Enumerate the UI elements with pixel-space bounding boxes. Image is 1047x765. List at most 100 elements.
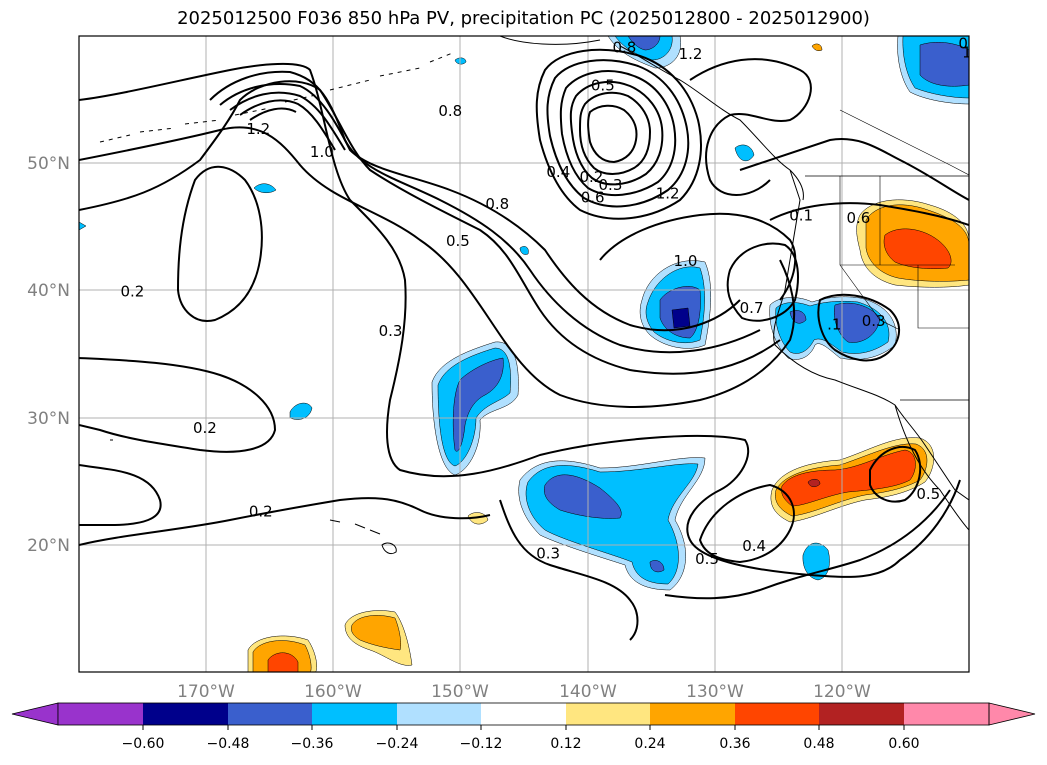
contour-label: 0.8 (438, 102, 462, 120)
alaska-canada-border (839, 109, 969, 176)
precip-negative-area (671, 307, 691, 329)
colorbar-tick-label: −0.48 (207, 736, 250, 752)
pv-contour (229, 91, 346, 151)
contour-label: 0.2 (193, 419, 217, 437)
precip-negative-area (253, 183, 277, 193)
pv-contour (664, 489, 951, 600)
contour-label: 0.3 (379, 322, 403, 340)
precip-positive-area (351, 615, 402, 651)
contour-label: 0.5 (916, 485, 940, 503)
contour-label: 0.5 (695, 550, 719, 568)
precip-negative-area (649, 560, 665, 573)
lat-label-50n: 50°N (27, 154, 70, 174)
precip-negative-area (734, 144, 755, 162)
pv-contour (209, 70, 761, 354)
contour-label: 0.3 (536, 545, 560, 563)
precip-positive-area (807, 479, 821, 487)
contour-label: 0.7 (740, 299, 764, 317)
contour-label: 0.2 (120, 283, 144, 301)
precip-negative-area (919, 42, 969, 87)
colorbar-segment (819, 703, 904, 725)
contour-label: 1.0 (310, 143, 334, 161)
pv-contour (176, 165, 263, 322)
contour-label: 0.5 (446, 232, 470, 250)
pv-contour (546, 59, 690, 208)
pv-contour (79, 80, 781, 375)
pv-contour (599, 212, 797, 301)
precip-positive-area (811, 43, 823, 52)
precip-shading-layer (79, 36, 969, 672)
lon-label-130w: 130°W (686, 682, 744, 702)
colorbar-tick-label: −0.24 (376, 736, 419, 752)
colorbar-extend-low (11, 702, 59, 726)
pv-contours (79, 48, 969, 641)
lat-label-40n: 40°N (27, 281, 70, 301)
contour-label: 0.6 (581, 189, 605, 207)
contour-label: 0.4 (742, 537, 766, 555)
contour-label: 0.2 (579, 168, 603, 186)
colorbar-frame (57, 702, 990, 726)
colorbar-tick-label: 0.12 (550, 736, 581, 752)
contour-label: .1 (827, 316, 841, 334)
colorbar-ticks (142, 725, 905, 730)
colorbar-segment (481, 703, 566, 725)
contour-label: 0.1 (789, 206, 813, 224)
state-borders (839, 176, 969, 331)
colorbar-tick-label: 0.48 (803, 736, 834, 752)
pv-contour (79, 62, 961, 578)
colorbar-segment (566, 703, 650, 725)
colorbar-segment (397, 703, 481, 725)
pv-contour (79, 126, 796, 408)
contour-label: 1.0 (962, 44, 986, 62)
pv-contour (79, 357, 277, 453)
colorbar-segment (228, 703, 312, 725)
colorbar: −0.60 −0.48 −0.36 −0.24 −0.12 0.12 0.24 … (11, 702, 1036, 752)
aleutian-islands (99, 51, 456, 143)
precip-negative-area (452, 357, 504, 452)
map-title: 2025012500 F036 850 hPa PV, precipitatio… (177, 8, 870, 29)
pv-contour (79, 497, 491, 546)
colorbar-tick-label: 0.36 (719, 736, 750, 752)
colorbar-segment (650, 703, 735, 725)
colorbar-tick-label: 0.24 (634, 736, 665, 752)
pv-contour (79, 464, 162, 526)
contour-label: 1.0 (674, 252, 698, 270)
lat-label-20n: 20°N (27, 536, 70, 556)
precip-negative-area (627, 36, 661, 51)
colorbar-extend-high (988, 702, 1036, 726)
pv-contour (726, 242, 799, 322)
contour-label: 0.8 (613, 38, 637, 56)
alaska-coast (499, 36, 969, 501)
pv-contour (769, 202, 969, 226)
pv-contour (869, 445, 922, 503)
pv-contour (559, 70, 677, 197)
pv-contour (239, 99, 336, 151)
colorbar-tick-label: 0.60 (888, 736, 919, 752)
colorbar-segment (312, 703, 397, 725)
pv-contour (499, 499, 639, 641)
lon-label-170w: 170°W (177, 682, 235, 702)
pv-contour (578, 91, 652, 175)
pv-contour (689, 58, 812, 196)
lat-labels: 20°N 30°N 40°N 50°N (27, 154, 70, 556)
lat-label-30n: 30°N (27, 409, 70, 429)
colorbar-tick-label: −0.12 (460, 736, 503, 752)
map-frame (78, 35, 970, 673)
coastlines (99, 36, 969, 555)
pv-contour (219, 83, 741, 332)
contour-label: 1.2 (246, 120, 270, 138)
precip-negative-area (289, 402, 313, 420)
colorbar-segment (143, 703, 228, 725)
precip-positive-area (883, 228, 952, 269)
precip-negative-area (519, 246, 529, 255)
colorbar-tick-label: −0.60 (122, 736, 165, 752)
contour-label: 0.3 (599, 176, 623, 194)
lon-label-140w: 140°W (559, 682, 617, 702)
map-panel: 1.21.00.80.50.8 1.2 1.00.80.4 0.20.30.60.81… (78, 35, 986, 673)
contour-label: 1.2 (656, 185, 680, 203)
baja-california (894, 404, 969, 531)
pv-contour (535, 48, 702, 220)
contour-label: 0.5 (591, 77, 615, 95)
lon-labels: 170°W 160°W 150°W 140°W 130°W 120°W (177, 682, 871, 702)
